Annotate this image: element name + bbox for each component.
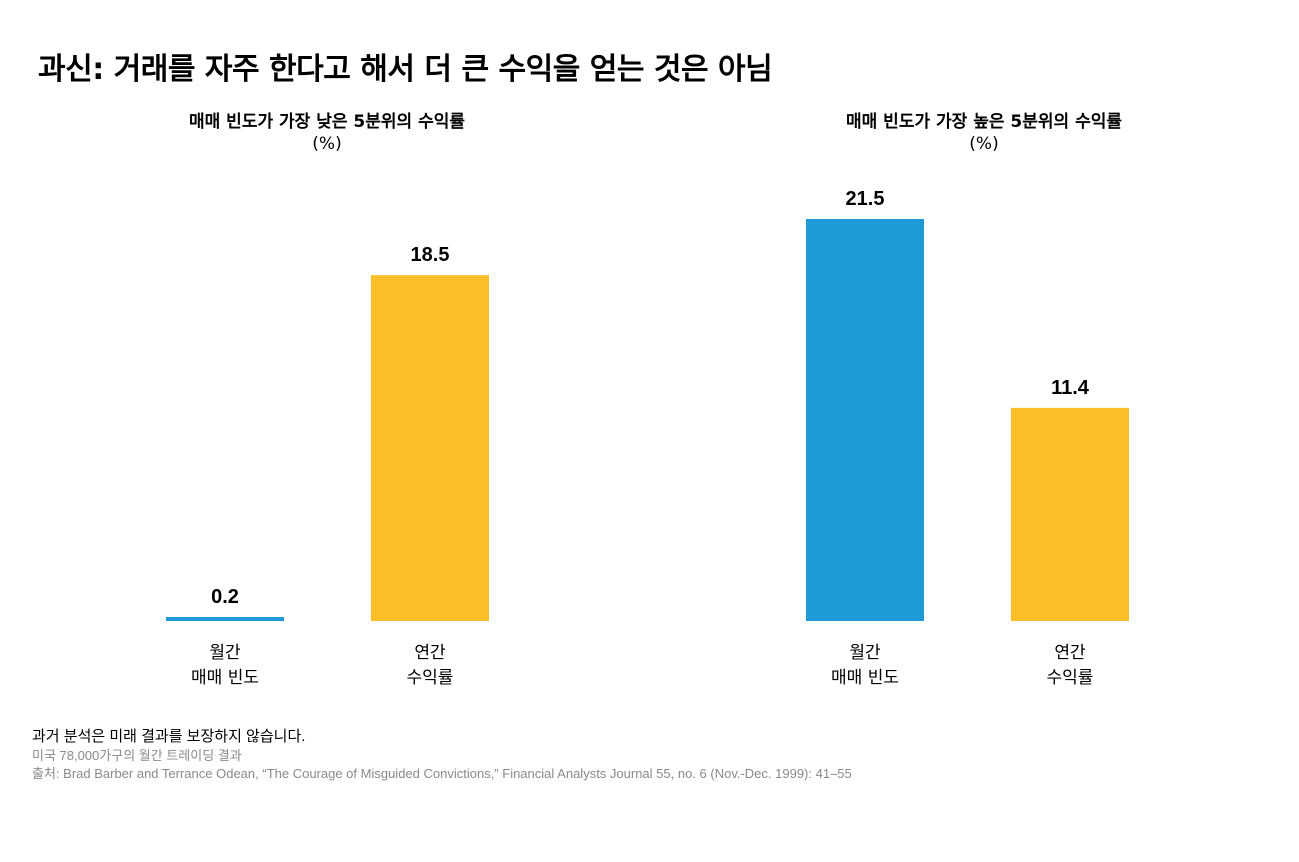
panel-title-high: 매매 빈도가 가장 높은 5분위의 수익률: [845, 112, 1123, 132]
bar-annual-return: [371, 275, 489, 621]
footer: 과거 분석은 미래 결과를 보장하지 않습니다. 미국 78,000가구의 월간…: [32, 727, 852, 783]
category-label: 연간: [1054, 643, 1086, 663]
source-note: 출처: Brad Barber and Terrance Odean, “The…: [32, 766, 852, 781]
data-label: 18.5: [411, 244, 450, 266]
category-label: 매매 빈도: [191, 668, 259, 688]
panel-unit-high: (%): [969, 134, 999, 154]
bar-annual-return: [1011, 407, 1129, 621]
panel-unit-low: (%): [312, 134, 342, 154]
bar-monthly-trading: [806, 219, 924, 621]
panel-title-low: 매매 빈도가 가장 낮은 5분위의 수익률: [188, 112, 466, 132]
category-label: 수익률: [1047, 668, 1094, 688]
sample-note: 미국 78,000가구의 월간 트레이딩 결과: [32, 748, 242, 763]
bar-monthly-trading: [166, 617, 284, 621]
data-label: 0.2: [211, 586, 239, 608]
category-label: 수익률: [407, 668, 454, 688]
category-label: 월간: [209, 643, 241, 663]
chart-title: 과신: 거래를 자주 한다고 해서 더 큰 수익을 얻는 것은 아님: [38, 52, 773, 87]
category-label: 월간: [849, 643, 881, 663]
category-label: 매매 빈도: [831, 668, 899, 688]
data-label: 21.5: [846, 188, 885, 210]
data-label: 11.4: [1051, 377, 1090, 399]
disclaimer-text: 과거 분석은 미래 결과를 보장하지 않습니다.: [32, 728, 306, 745]
category-label: 연간: [414, 643, 446, 663]
